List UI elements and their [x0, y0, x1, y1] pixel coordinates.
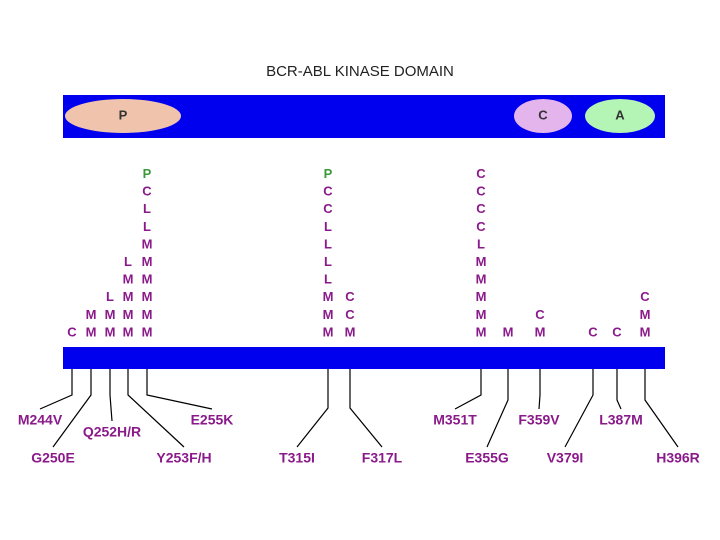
resistance-letter: P [324, 166, 333, 181]
resistance-letter: C [476, 219, 486, 234]
resistance-letter: M [142, 272, 153, 287]
resistance-letter: L [106, 289, 114, 304]
connector [127, 369, 185, 448]
mutation-label: G250E [31, 450, 75, 466]
resistance-letter: L [143, 201, 151, 216]
resistance-letter: M [476, 254, 487, 269]
resistance-letter: M [123, 272, 134, 287]
resistance-letter: C [142, 184, 152, 199]
resistance-letter: M [640, 307, 651, 322]
domain-label: A [615, 107, 625, 122]
resistance-letter: C [345, 307, 355, 322]
resistance-letter: M [86, 324, 97, 339]
domain-label: C [538, 107, 548, 122]
connector [616, 369, 622, 410]
resistance-letter: M [345, 324, 356, 339]
resistance-letter: M [535, 324, 546, 339]
resistance-letter: M [86, 307, 97, 322]
resistance-letter: L [324, 236, 332, 251]
resistance-letter: L [143, 219, 151, 234]
resistance-letter: L [324, 254, 332, 269]
resistance-letter: M [123, 307, 134, 322]
connector [564, 369, 594, 448]
connector [349, 369, 383, 448]
mutation-label: V379I [547, 450, 584, 466]
connector [644, 369, 679, 448]
resistance-letter: M [105, 307, 116, 322]
resistance-letter: M [123, 289, 134, 304]
resistance-letter: L [124, 254, 132, 269]
mutation-label: Q252H/R [83, 424, 141, 440]
a-loop [585, 99, 655, 133]
mutation-label: H396R [656, 450, 700, 466]
connector [109, 369, 113, 422]
connector [146, 369, 213, 410]
domain-label: P [119, 107, 128, 122]
resistance-letter: C [612, 324, 622, 339]
resistance-letter: M [142, 324, 153, 339]
connector [39, 369, 73, 410]
title: BCR-ABL KINASE DOMAIN [266, 63, 454, 80]
resistance-letter: P [143, 166, 152, 181]
mutation-label: Y253F/H [156, 450, 211, 466]
resistance-letter: M [142, 307, 153, 322]
resistance-letter: L [477, 236, 485, 251]
mutation-label: F317L [362, 450, 403, 466]
resistance-letter: C [323, 201, 333, 216]
connector [296, 369, 329, 448]
connector [538, 369, 541, 410]
mutation-label: L387M [599, 412, 643, 428]
resistance-letter: C [640, 289, 650, 304]
resistance-letter: C [67, 324, 77, 339]
resistance-letter: L [324, 219, 332, 234]
connector [52, 369, 92, 448]
resistance-letter: M [323, 324, 334, 339]
resistance-letter: M [476, 307, 487, 322]
resistance-letter: M [142, 289, 153, 304]
connector [454, 369, 482, 410]
resistance-letter: M [123, 324, 134, 339]
resistance-letter: C [476, 166, 486, 181]
resistance-letter: M [323, 289, 334, 304]
p-loop [65, 99, 181, 133]
mutation-label: F359V [518, 412, 560, 428]
resistance-letter: C [535, 307, 545, 322]
mutation-label: M244V [18, 412, 63, 428]
mutation-label: E355G [465, 450, 509, 466]
resistance-letter: M [503, 324, 514, 339]
resistance-letter: C [476, 184, 486, 199]
mutation-label: M351T [433, 412, 477, 428]
resistance-letter: C [588, 324, 598, 339]
resistance-letter: M [476, 289, 487, 304]
resistance-letter: M [142, 254, 153, 269]
resistance-letter: M [142, 236, 153, 251]
resistance-letter: L [324, 272, 332, 287]
resistance-letter: M [105, 324, 116, 339]
resistance-letter: C [345, 289, 355, 304]
mutation-label: E255K [191, 412, 234, 428]
resistance-letter: M [476, 272, 487, 287]
resistance-letter: M [640, 324, 651, 339]
c-domain [514, 99, 572, 133]
domain-bar [63, 347, 665, 369]
resistance-letter: M [476, 324, 487, 339]
resistance-letter: C [323, 184, 333, 199]
resistance-letter: M [323, 307, 334, 322]
mutation-label: T315I [279, 450, 315, 466]
resistance-letter: C [476, 201, 486, 216]
connector [486, 369, 509, 448]
